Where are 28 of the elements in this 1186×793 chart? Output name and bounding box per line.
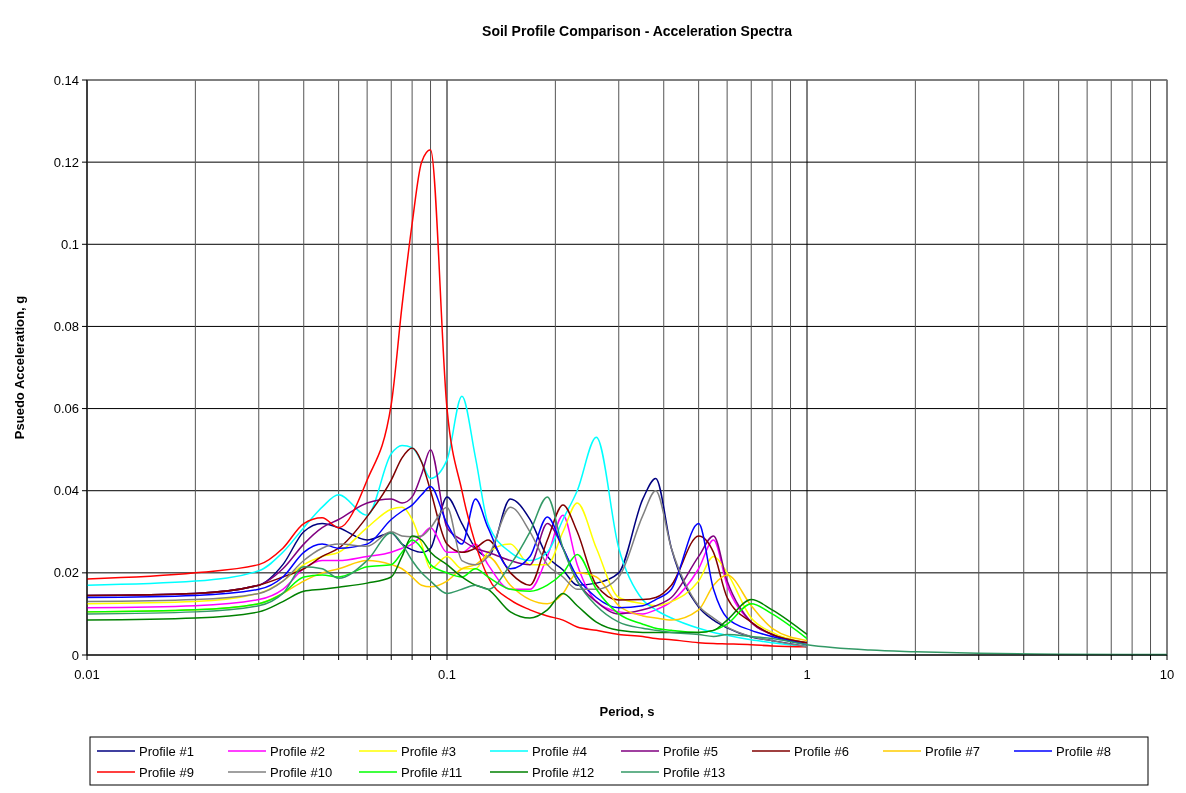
y-tick-label: 0.06 bbox=[53, 401, 79, 417]
y-axis-title: Psuedo Acceleration, g bbox=[12, 295, 27, 440]
x-tick-label: 10 bbox=[1159, 667, 1175, 682]
y-tick-label: 0.04 bbox=[53, 483, 79, 499]
y-tick-label: 0.08 bbox=[53, 318, 79, 334]
x-axis-title: Period, s bbox=[599, 704, 655, 719]
legend-label: Profile #4 bbox=[532, 743, 587, 759]
chart-title: Soil Profile Comparison - Acceleration Spectra bbox=[482, 23, 793, 39]
legend-label: Profile #3 bbox=[401, 743, 456, 759]
y-tick-label: 0.1 bbox=[60, 236, 79, 252]
x-tick-label: 0.01 bbox=[74, 667, 100, 682]
legend-label: Profile #9 bbox=[139, 764, 194, 780]
x-tick-label: 0.1 bbox=[437, 667, 457, 682]
legend-label: Profile #1 bbox=[139, 743, 194, 759]
legend-label: Profile #11 bbox=[401, 764, 463, 780]
y-tick-label: 0.12 bbox=[53, 154, 79, 170]
x-tick-label: 1 bbox=[803, 667, 811, 682]
y-tick-label: 0.02 bbox=[53, 565, 79, 581]
legend-label: Profile #12 bbox=[532, 764, 595, 780]
legend-label: Profile #6 bbox=[794, 743, 849, 759]
y-tick-label: 0 bbox=[71, 647, 79, 663]
legend-label: Profile #10 bbox=[270, 764, 333, 780]
legend-label: Profile #5 bbox=[663, 743, 718, 759]
legend-label: Profile #7 bbox=[925, 743, 980, 759]
y-tick-label: 0.14 bbox=[53, 72, 79, 88]
legend-label: Profile #13 bbox=[663, 764, 726, 780]
legend-label: Profile #2 bbox=[270, 743, 325, 759]
legend-label: Profile #8 bbox=[1056, 743, 1111, 759]
